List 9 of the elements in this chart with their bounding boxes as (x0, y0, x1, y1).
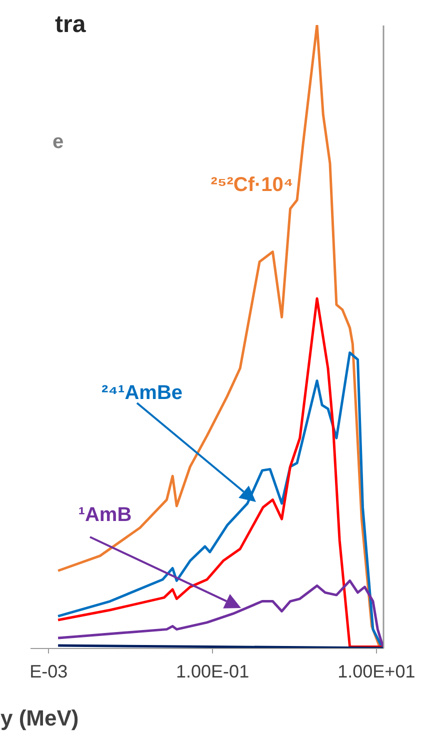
text: ¹AmB (78, 504, 132, 526)
x-tick-label: 1.00E+01 (338, 662, 416, 682)
x-tick-label: 1.00E-01 (176, 662, 250, 682)
x-tick-label: E-03 (30, 662, 68, 682)
series-label: ²⁵²Cf·10⁴ (210, 174, 294, 196)
x-axis-title: y (MeV) (0, 706, 79, 730)
annotation: e (52, 131, 64, 153)
text: ²⁴¹AmBe (101, 382, 183, 404)
chart-title: tra (55, 11, 86, 38)
